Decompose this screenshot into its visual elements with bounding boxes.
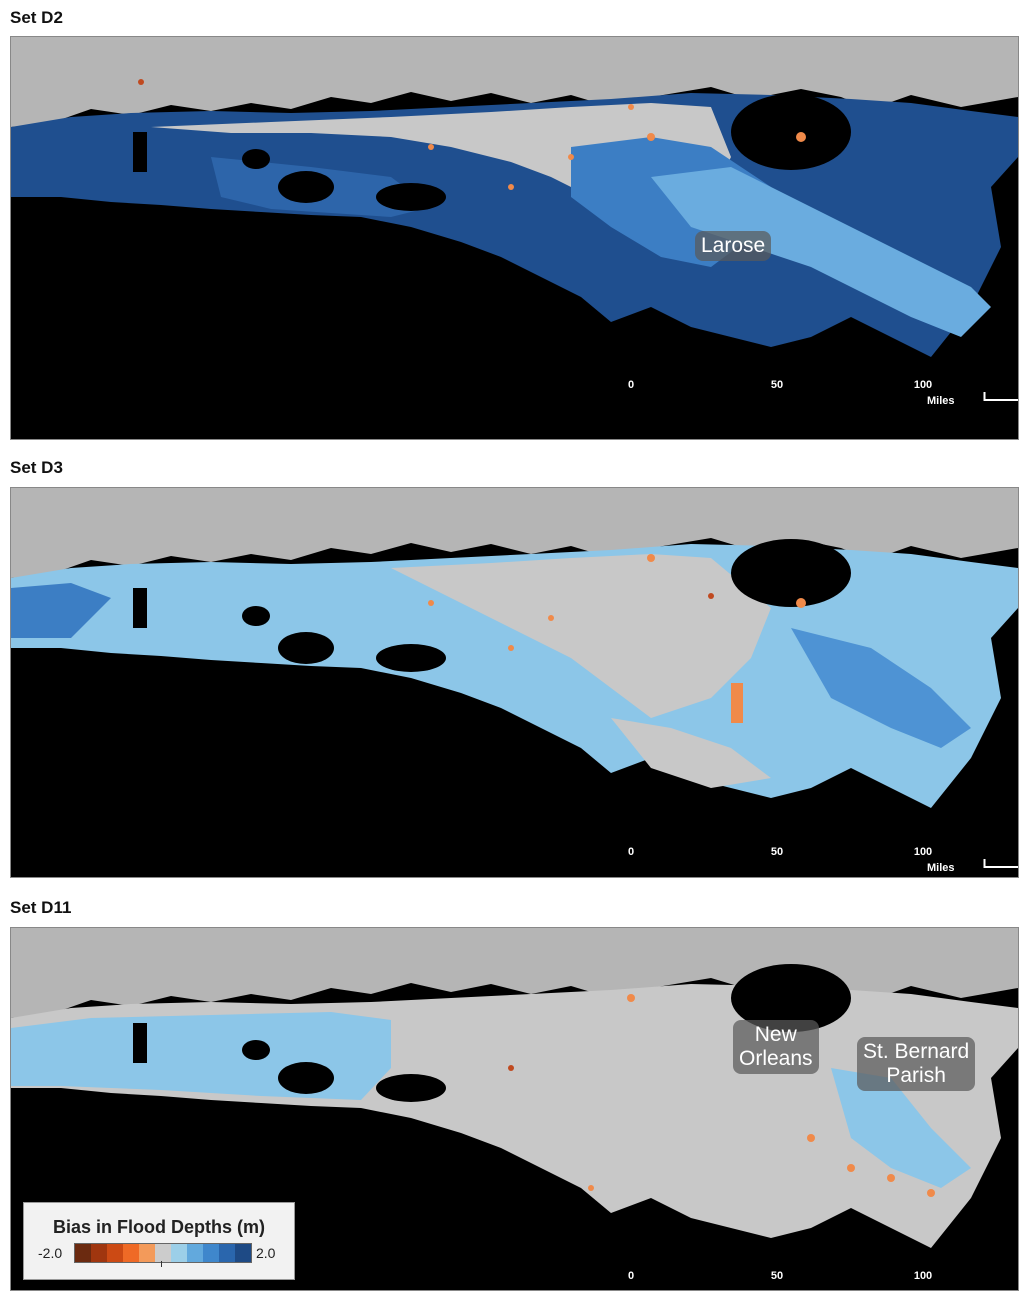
legend-max-label: 2.0 xyxy=(256,1245,276,1261)
flood-bias-map-d2 xyxy=(11,37,1018,439)
scale-tick-100: 100 xyxy=(913,846,933,858)
legend-swatch-1 xyxy=(91,1244,107,1262)
panel-title-d3: Set D3 xyxy=(10,458,63,477)
label-st-bernard-parish: St. Bernard Parish xyxy=(857,1037,976,1091)
legend-swatch-10 xyxy=(235,1244,251,1262)
legend-swatch-2 xyxy=(107,1244,123,1262)
legend-swatch-6 xyxy=(171,1244,187,1262)
legend-min-label: -2.0 xyxy=(38,1245,63,1261)
label-new-orleans: New Orleans xyxy=(733,1020,819,1074)
scale-bar-d11: 0 50 100 xyxy=(627,1270,969,1290)
scale-tick-100: 100 xyxy=(913,1270,933,1282)
legend-swatch-5 xyxy=(155,1244,171,1262)
label-st-bernard-line1: St. Bernard xyxy=(863,1040,970,1063)
legend-swatch-0 xyxy=(75,1244,91,1262)
legend-swatch-4 xyxy=(139,1244,155,1262)
scale-units: Miles xyxy=(927,862,955,874)
legend-swatch-7 xyxy=(187,1244,203,1262)
scale-tick-0: 0 xyxy=(627,379,635,391)
legend-swatch-9 xyxy=(219,1244,235,1262)
scale-units: Miles xyxy=(927,395,955,407)
legend-title: Bias in Flood Depths (m) xyxy=(52,1217,265,1237)
scale-tick-100: 100 xyxy=(913,379,933,391)
legend-swatch-3 xyxy=(123,1244,139,1262)
scale-tick-50: 50 xyxy=(770,846,784,858)
label-new-orleans-line2: Orleans xyxy=(739,1047,813,1070)
scale-bar-d3: 0 50 100 Miles xyxy=(627,846,1018,876)
panel-title-d2: Set D2 xyxy=(10,8,63,27)
panel-title-d11: Set D11 xyxy=(10,898,72,917)
scale-bar-d2: 0 50 100 Miles xyxy=(627,379,1018,409)
scale-tick-0: 0 xyxy=(627,1270,635,1282)
legend-swatch-8 xyxy=(203,1244,219,1262)
scale-tick-50: 50 xyxy=(770,379,784,391)
flood-bias-map-d3 xyxy=(11,488,1018,877)
map-panel-d3: 0 50 100 Miles xyxy=(10,487,1019,878)
scale-tick-0: 0 xyxy=(627,846,635,858)
label-st-bernard-line2: Parish xyxy=(886,1064,946,1087)
map-panel-d2: Larose 0 50 100 Miles xyxy=(10,36,1019,440)
label-larose-text: Larose xyxy=(701,234,766,257)
label-new-orleans-line1: New xyxy=(754,1023,797,1046)
legend-color-ramp xyxy=(74,1243,252,1263)
legend-zero-tick xyxy=(161,1261,162,1267)
legend: Bias in Flood Depths (m) -2.0 2.0 xyxy=(23,1202,295,1280)
scale-tick-50: 50 xyxy=(770,1270,784,1282)
label-larose: Larose xyxy=(695,231,772,261)
